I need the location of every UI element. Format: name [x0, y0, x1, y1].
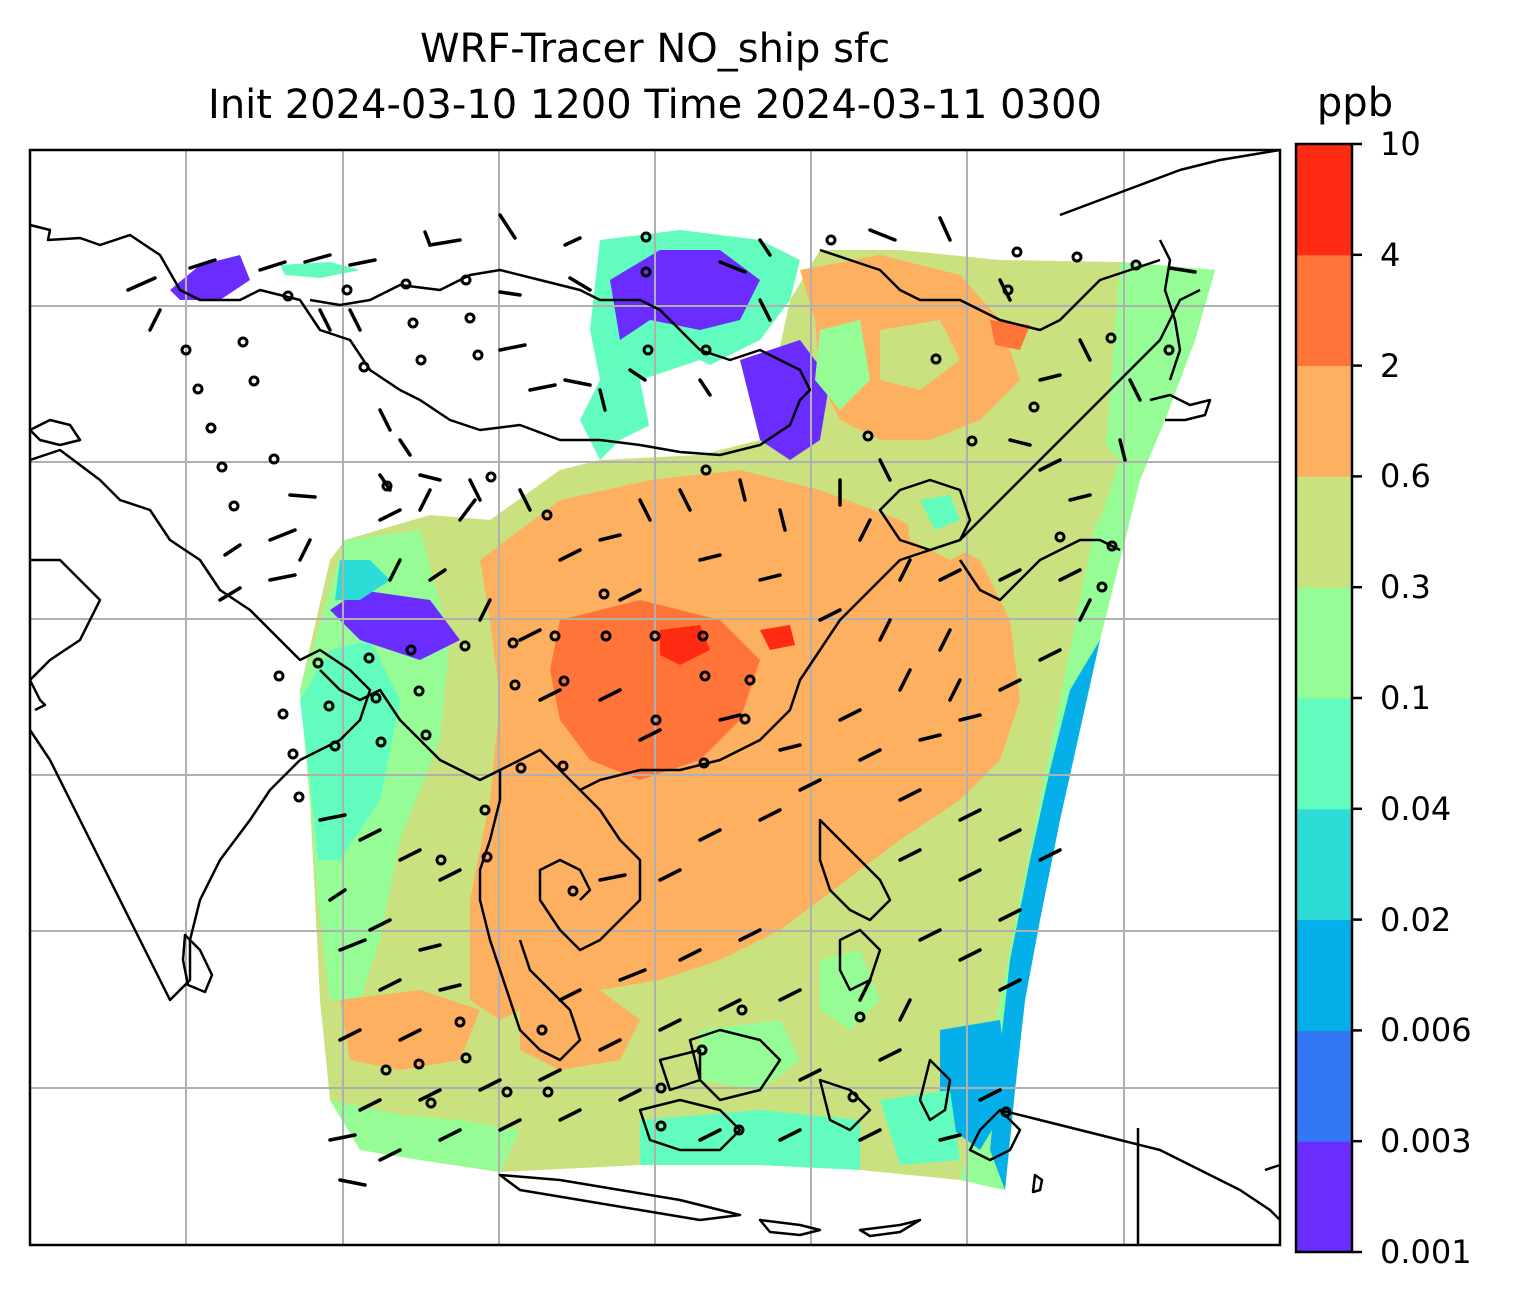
colorbar-tick-label: 0.1 [1380, 679, 1431, 717]
colorbar-tick-label: 0.02 [1380, 900, 1452, 939]
colorbar-tick-label: 10 [1380, 125, 1421, 163]
calm-wind-markers [180, 231, 1175, 1136]
map-gridlines [30, 150, 1280, 1245]
colorbar-band [1296, 1141, 1352, 1253]
map-area [28, 148, 1282, 1247]
map-title-line2: Init 2024-03-10 1200 Time 2024-03-11 030… [208, 82, 1102, 128]
colorbar-band [1296, 365, 1352, 477]
colorbar-band [1296, 698, 1352, 810]
colorbar-band [1296, 254, 1352, 367]
map-frame [28, 148, 1282, 1247]
colorbar-tick-label: 0.001 [1380, 1233, 1472, 1271]
colorbar-band [1296, 144, 1352, 256]
colorbar-tick-label: 2 [1380, 346, 1401, 385]
colorbar-band [1296, 587, 1352, 699]
colorbar-tick-label: 0.003 [1380, 1122, 1472, 1161]
colorbar-unit-label: ppb [1316, 80, 1394, 126]
colorbar-band [1296, 808, 1352, 921]
colorbar-tick-label: 4 [1380, 235, 1401, 274]
colorbar-tick-label: 0.6 [1380, 457, 1431, 496]
map-title-line1: WRF-Tracer NO_ship sfc [419, 26, 891, 72]
colorbar-band [1296, 919, 1352, 1031]
colorbar-tick-label: 0.006 [1380, 1011, 1472, 1050]
colorbar-band [1296, 1030, 1352, 1142]
colorbar [1294, 142, 1362, 1254]
tracer-concentration-field [170, 230, 1215, 1190]
colorbar-tick-label: 0.04 [1380, 789, 1452, 828]
colorbar-band [1296, 476, 1352, 588]
colorbar-tick-label: 0.3 [1380, 568, 1431, 607]
coastlines-and-borders [28, 148, 1281, 1245]
